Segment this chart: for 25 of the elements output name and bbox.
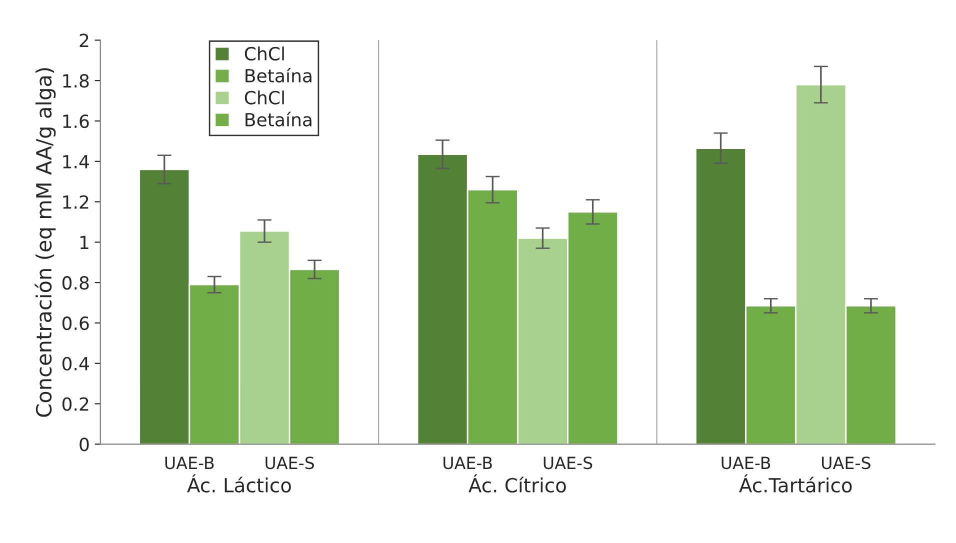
legend-label: Betaína (246, 68, 312, 83)
y-tick-label: 1.4 (63, 155, 89, 168)
text: UAE-B (444, 456, 492, 470)
legend-label: ChCl (244, 46, 284, 61)
legend-label: ChCl (244, 90, 284, 104)
y-tick-label: 2 (80, 34, 88, 48)
y-tick-label: 0.2 (62, 397, 88, 411)
x-tick-label: Ác. Cítrico (468, 474, 566, 493)
text: UAE-S (544, 456, 592, 470)
y-tick-label: 1.2 (63, 195, 88, 209)
y-tick-label: 0.4 (62, 356, 89, 370)
y-tick-label: 0.6 (62, 316, 89, 330)
y-tick-label: 0 (80, 438, 89, 452)
y-tick-label: 1.8 (63, 74, 89, 88)
text: UAE-B (165, 456, 214, 470)
y-tick-label: 1.6 (63, 114, 89, 128)
y-tick-label: 1 (80, 236, 88, 250)
x-tick-label: Ác. Láctico (187, 474, 291, 493)
x-tick-label: Ác.Tartárico (739, 474, 852, 493)
legend-label: Betaína (246, 112, 312, 126)
text: UAE-S (822, 456, 870, 470)
text: UAE-S (266, 456, 314, 470)
text: UAE-B (722, 456, 770, 470)
y-tick-label: 0.8 (62, 276, 89, 290)
y-axis-title: Concentración (eq mM AA/g alga) (34, 68, 56, 417)
